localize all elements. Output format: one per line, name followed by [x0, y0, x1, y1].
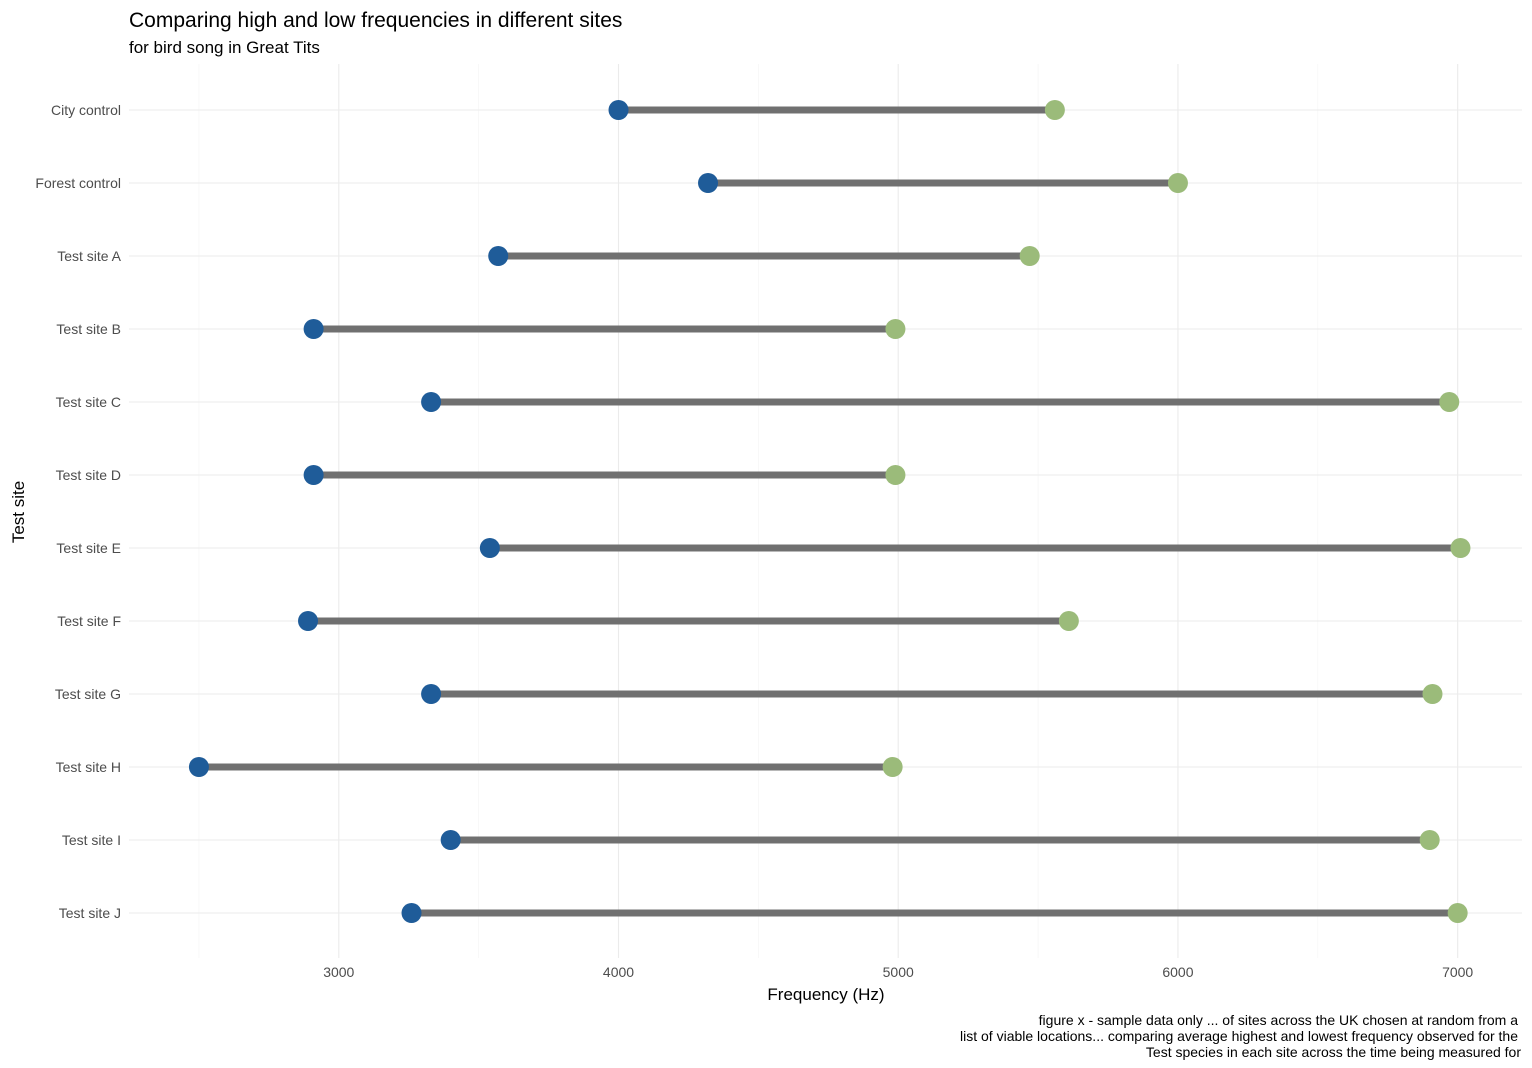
- high-frequency-point: [1439, 392, 1460, 412]
- low-frequency-point: [303, 465, 324, 485]
- y-tick-label: Test site D: [56, 467, 121, 483]
- high-frequency-point: [1019, 246, 1040, 266]
- high-frequency-point: [1447, 903, 1468, 923]
- y-tick-label: Test site I: [62, 832, 121, 848]
- x-tick-label: 7000: [1442, 964, 1473, 980]
- y-tick-label: Test site B: [56, 321, 121, 337]
- chart-subtitle: for bird song in Great Tits: [129, 38, 320, 57]
- grid-lines: [129, 64, 1522, 958]
- x-tick-label: 3000: [323, 964, 354, 980]
- x-tick-label: 6000: [1162, 964, 1193, 980]
- y-tick-label: City control: [51, 102, 121, 118]
- high-frequency-point: [885, 319, 906, 339]
- x-axis-tick-labels: 3000 4000 5000 6000 7000: [323, 964, 1473, 980]
- y-tick-label: Forest control: [35, 175, 121, 191]
- low-frequency-point: [608, 100, 629, 120]
- caption-line: Test species in each site across the tim…: [1146, 1044, 1521, 1060]
- x-axis-title: Frequency (Hz): [767, 985, 884, 1004]
- y-axis-tick-labels: City control Forest control Test site A Tes…: [35, 102, 121, 921]
- y-tick-label: Test site H: [56, 759, 121, 775]
- high-frequency-point: [885, 465, 906, 485]
- high-frequency-point: [882, 757, 903, 777]
- chart-title: Comparing high and low frequencies in di…: [129, 9, 622, 32]
- low-frequency-point: [440, 830, 461, 850]
- low-frequency-point: [479, 538, 500, 558]
- high-frequency-point: [1450, 538, 1471, 558]
- low-frequency-point: [488, 246, 509, 266]
- low-frequency-point: [303, 319, 324, 339]
- y-tick-label: Test site G: [55, 686, 121, 702]
- high-frequency-point: [1167, 173, 1188, 193]
- caption-line: figure x - sample data only ... of sites…: [1039, 1012, 1519, 1028]
- x-tick-label: 4000: [603, 964, 634, 980]
- high-frequency-point: [1058, 611, 1079, 631]
- low-frequency-point: [421, 684, 442, 704]
- dumbbell-segments: [198, 106, 1461, 917]
- low-frequency-point: [298, 611, 319, 631]
- y-tick-label: Test site E: [56, 540, 121, 556]
- y-tick-label: Test site A: [57, 248, 121, 264]
- y-tick-label: Test site C: [56, 394, 121, 410]
- caption: figure x - sample data only ... of sites…: [960, 1012, 1521, 1060]
- y-axis-title: Test site: [9, 481, 28, 543]
- high-frequency-point: [1044, 100, 1065, 120]
- dumbbell-points: [188, 100, 1471, 923]
- low-frequency-point: [421, 392, 442, 412]
- caption-line: list of viable locations... comparing av…: [960, 1028, 1518, 1044]
- y-tick-label: Test site F: [57, 613, 121, 629]
- high-frequency-point: [1419, 830, 1440, 850]
- low-frequency-point: [698, 173, 719, 193]
- low-frequency-point: [401, 903, 422, 923]
- low-frequency-point: [188, 757, 209, 777]
- x-tick-label: 5000: [883, 964, 914, 980]
- y-tick-label: Test site J: [59, 905, 121, 921]
- high-frequency-point: [1422, 684, 1443, 704]
